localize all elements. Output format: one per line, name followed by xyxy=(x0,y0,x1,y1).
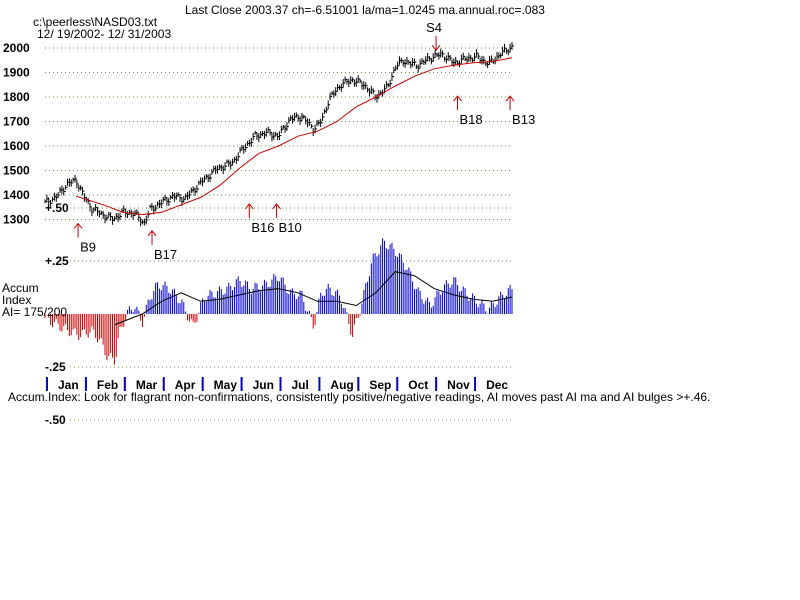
signal-markers: B9 B17 B16 B10 S4 B18 B13 xyxy=(73,20,535,262)
ai-y-tick: -.25 xyxy=(45,360,66,374)
accum-label-line2: Index xyxy=(2,293,31,307)
signal-label: B9 xyxy=(80,240,96,255)
price-series xyxy=(44,41,514,227)
sell-arrow-head xyxy=(431,44,441,51)
buy-arrow-head xyxy=(453,95,462,102)
price-y-tick: 1400 xyxy=(3,188,30,202)
ai-y-tick: +.50 xyxy=(45,201,69,215)
ai-y-tick: -.50 xyxy=(45,413,66,427)
month-label: Sep xyxy=(369,378,391,392)
month-label: Oct xyxy=(408,378,428,392)
price-y-tick: 1600 xyxy=(3,139,30,153)
month-label: Jul xyxy=(292,378,309,392)
price-y-tick: 1800 xyxy=(3,90,30,104)
signal-label: B18 xyxy=(460,112,483,127)
price-ma-line xyxy=(75,57,513,216)
price-gridlines xyxy=(45,47,512,220)
price-y-tick: 2000 xyxy=(3,41,30,55)
signal-label: B17 xyxy=(154,247,177,262)
ai-gridlines xyxy=(70,207,512,421)
buy-arrow-head xyxy=(244,203,254,210)
buy-arrow-head xyxy=(73,222,83,229)
ai-ma-line xyxy=(114,271,513,326)
ai-y-tick-labels: +.50 +.25 -.25 -.50 xyxy=(45,201,69,427)
price-y-tick: 1300 xyxy=(3,213,30,227)
month-label: Nov xyxy=(447,378,470,392)
month-label: Feb xyxy=(97,378,118,392)
buy-arrow-head xyxy=(147,230,157,237)
accum-label-line1: Accum xyxy=(2,281,39,295)
price-y-tick: 1500 xyxy=(3,164,30,178)
accum-label-line3: AI= 175/200 xyxy=(2,305,67,319)
chart-title: Last Close 2003.37 ch=-6.51001 la/ma=1.0… xyxy=(185,3,545,17)
signal-label: S4 xyxy=(426,20,442,35)
signal-label: B13 xyxy=(512,112,535,127)
month-axis: Jan Feb Mar Apr May Jun Jul Aug Sep Oct Nov Dec xyxy=(46,377,508,392)
price-moving-average xyxy=(75,57,513,216)
signal-label: B16 xyxy=(251,220,274,235)
month-label: May xyxy=(214,378,238,392)
month-label: Apr xyxy=(175,378,196,392)
ai-y-tick: +.25 xyxy=(45,254,69,268)
month-label: Jun xyxy=(253,378,274,392)
month-label: Jan xyxy=(58,378,79,392)
price-y-tick-labels: 2000 1900 1800 1700 1600 1500 1400 1300 xyxy=(3,41,30,227)
price-y-tick: 1900 xyxy=(3,66,30,80)
price-y-tick: 1700 xyxy=(3,115,30,129)
buy-arrow-head xyxy=(505,95,515,102)
month-label: Aug xyxy=(330,378,353,392)
buy-arrow-head xyxy=(272,203,281,210)
ai-moving-average xyxy=(114,271,513,326)
month-label: Dec xyxy=(486,378,508,392)
footer-note: Accum.Index: Look for flagrant non-confi… xyxy=(8,390,710,404)
ai-bars xyxy=(44,238,513,365)
file-path: c:\peerless\NASD03.txt xyxy=(33,15,158,29)
month-label: Mar xyxy=(136,378,158,392)
date-range: 12/ 19/2002- 12/ 31/2003 xyxy=(37,27,171,41)
signal-label: B10 xyxy=(279,220,302,235)
